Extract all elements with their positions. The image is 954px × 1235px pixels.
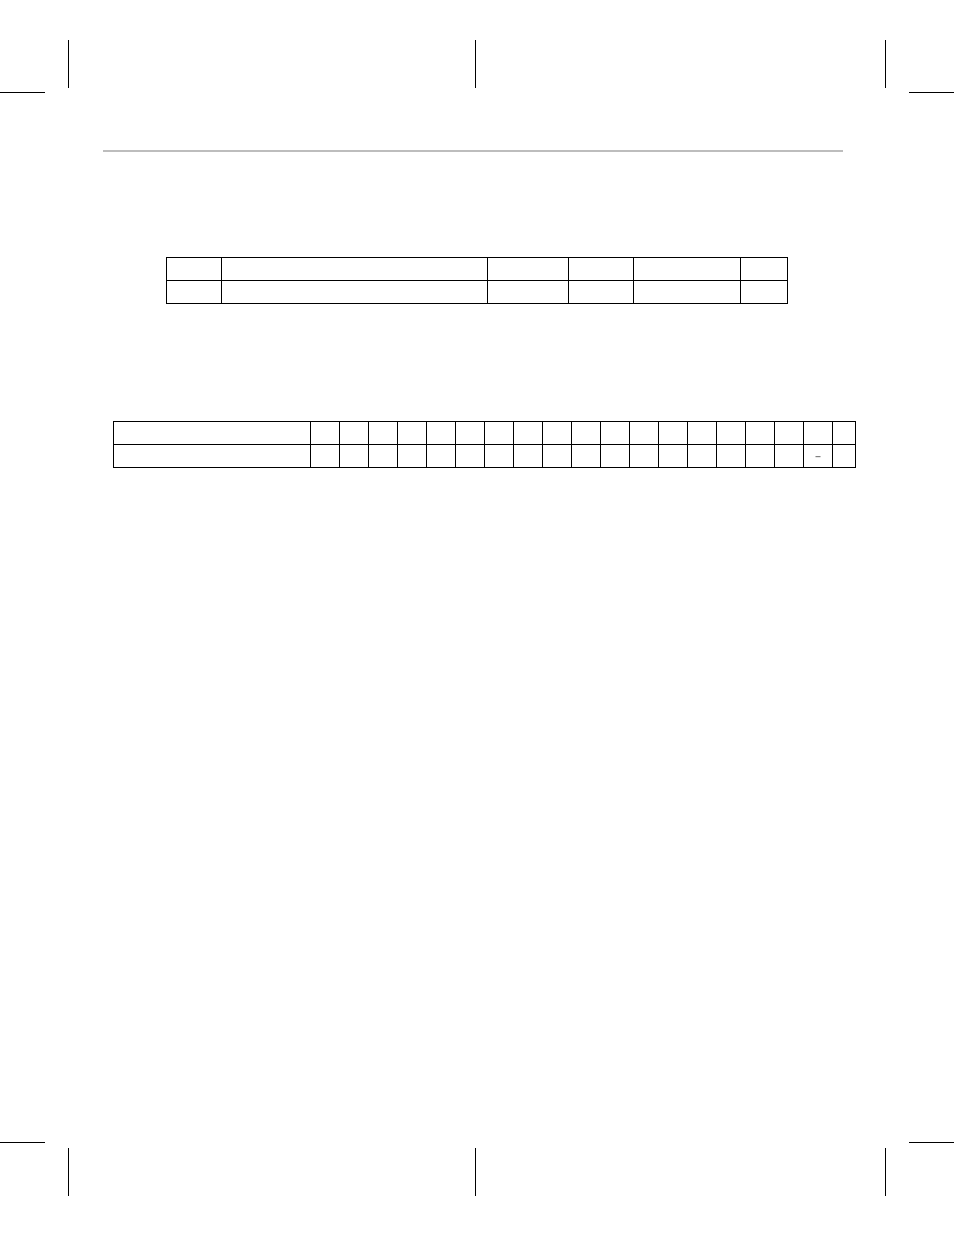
table-cell [427,445,456,468]
table-cell [485,422,514,445]
table-cell: – [804,445,833,468]
table-cell [398,422,427,445]
table-cell [746,422,775,445]
table-cell [634,281,741,304]
table-cell [775,422,804,445]
table-cell [311,445,340,468]
table-cell [833,445,856,468]
table-cell [775,445,804,468]
table-cell [311,422,340,445]
table-cell [601,445,630,468]
table-cell [514,422,543,445]
crop-mark [475,1148,476,1196]
table-cell [717,445,746,468]
table-cell [167,281,222,304]
table-cell [427,422,456,445]
crop-mark [475,40,476,88]
table-cell [398,445,427,468]
table-cell [488,281,569,304]
table-cell [572,445,601,468]
table-1 [166,257,788,304]
table-cell [630,422,659,445]
table-cell [688,422,717,445]
table-cell [167,258,222,281]
table-cell [340,445,369,468]
table-cell [543,445,572,468]
document-page: – [0,0,954,1235]
crop-mark [885,40,886,88]
table-row: – [114,445,856,468]
table-cell [369,445,398,468]
table-cell [741,258,788,281]
table-cell [659,445,688,468]
crop-mark [0,1142,45,1143]
table-2: – [113,421,856,468]
table-cell [456,422,485,445]
table-cell [601,422,630,445]
table-row [167,281,788,304]
table-cell [746,445,775,468]
crop-mark [909,92,954,93]
table-cell [634,258,741,281]
crop-mark [909,1142,954,1143]
table-cell [659,422,688,445]
table-cell [114,422,311,445]
table-row [167,258,788,281]
table-cell [340,422,369,445]
table-cell [630,445,659,468]
table-cell [114,445,311,468]
table-cell [569,281,634,304]
crop-mark [885,1148,886,1196]
table-cell [488,258,569,281]
crop-mark [68,1148,69,1196]
table-cell [741,281,788,304]
table-row [114,422,856,445]
table-cell [833,422,856,445]
table-cell [543,422,572,445]
table-cell [717,422,746,445]
table-cell [688,445,717,468]
table-cell [456,445,485,468]
header-rule [103,150,843,152]
table-cell [369,422,398,445]
table-cell [572,422,601,445]
table-cell [804,422,833,445]
crop-mark [0,92,45,93]
table-cell [569,258,634,281]
table-cell [485,445,514,468]
table-cell [514,445,543,468]
table-cell [222,281,488,304]
table-cell [222,258,488,281]
crop-mark [68,40,69,88]
